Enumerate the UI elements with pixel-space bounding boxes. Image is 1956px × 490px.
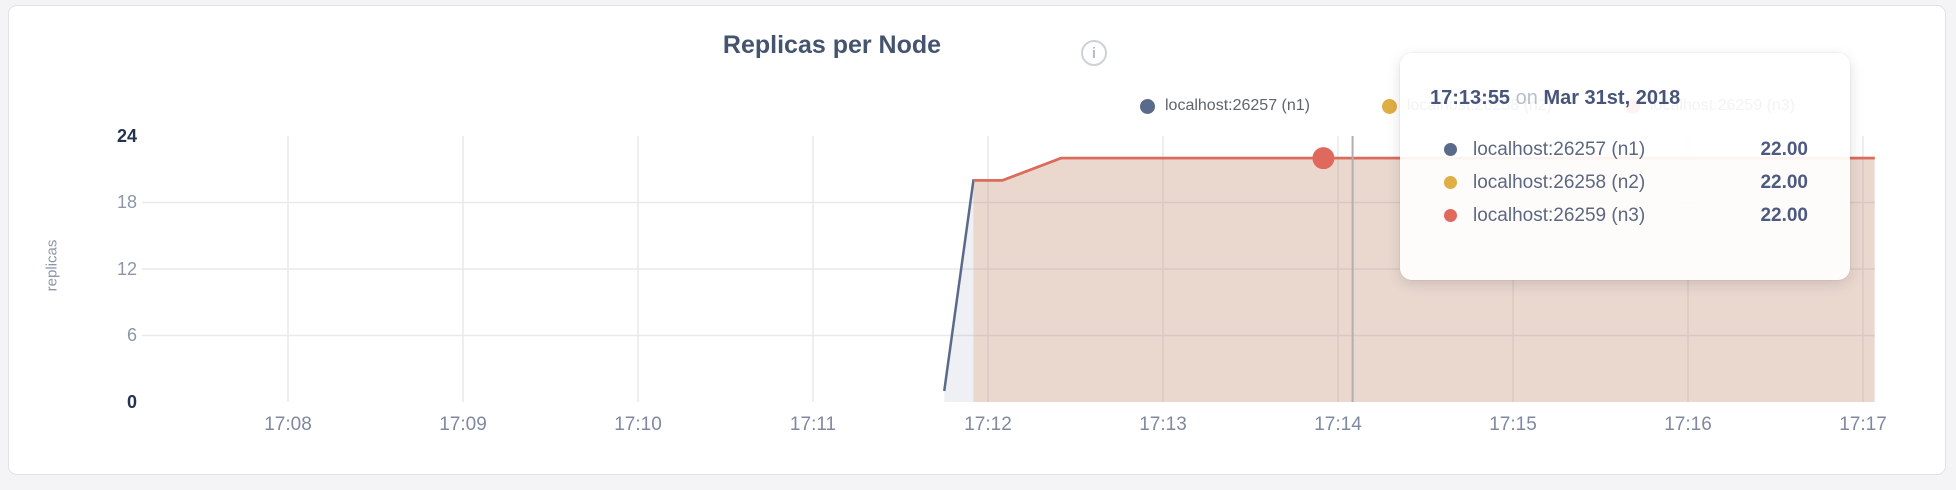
- x-tick-1711: 17:11: [789, 414, 837, 435]
- tooltip-time: 17:13:55: [1430, 87, 1511, 109]
- tooltip-date: Mar 31st, 2018: [1543, 87, 1681, 109]
- tooltip-header: 17:13:55 on Mar 31st, 2018: [1430, 87, 1680, 110]
- tooltip-series-name: localhost:26259 (n3): [1473, 205, 1646, 226]
- y-tick-6: 6: [126, 325, 137, 345]
- x-tick-1713: 17:13: [1139, 414, 1187, 435]
- legend-dot-n1-icon: [1140, 98, 1155, 114]
- y-tick-0: 0: [126, 392, 137, 412]
- legend-dot-n2-icon: [1382, 98, 1397, 114]
- tooltip-dot-n1-icon: [1444, 143, 1457, 156]
- tooltip-series-name: localhost:26258 (n2): [1473, 172, 1646, 193]
- tooltip-series-value: 22.00: [1760, 205, 1808, 226]
- x-tick-1708: 17:08: [264, 414, 312, 435]
- tooltip-series-value: 22.00: [1760, 172, 1808, 193]
- tooltip-row-n2: localhost:26258 (n2) 22.00: [1400, 172, 1850, 194]
- x-tick-1716: 17:16: [1664, 414, 1712, 435]
- tooltip-dot-n3-icon: [1444, 209, 1457, 222]
- y-tick-24: 24: [116, 126, 137, 146]
- y-tick-18: 18: [116, 192, 137, 212]
- x-tick-1709: 17:09: [439, 414, 487, 435]
- x-tick-1715: 17:15: [1489, 414, 1537, 435]
- x-tick-1710: 17:10: [614, 414, 662, 435]
- legend-label-n1: localhost:26257 (n1): [1165, 97, 1310, 114]
- x-tick-1717: 17:17: [1839, 414, 1887, 435]
- chart-title: Replicas per Node: [722, 31, 942, 59]
- info-icon[interactable]: i: [1081, 40, 1107, 66]
- tooltip-dot-n2-icon: [1444, 176, 1457, 189]
- tooltip-series-value: 22.00: [1760, 139, 1808, 160]
- tooltip-series-name: localhost:26257 (n1): [1473, 139, 1646, 160]
- tooltip-row-n3: localhost:26259 (n3) 22.00: [1400, 205, 1850, 227]
- x-tick-1712: 17:12: [964, 414, 1012, 435]
- x-tick-1714: 17:14: [1314, 414, 1362, 435]
- tooltip-row-n1: localhost:26257 (n1) 22.00: [1400, 139, 1850, 161]
- legend-item-n1[interactable]: localhost:26257 (n1): [1140, 96, 1310, 116]
- hover-tooltip: 17:13:55 on Mar 31st, 2018 localhost:262…: [1400, 53, 1850, 280]
- tooltip-connector: on: [1515, 87, 1538, 109]
- y-tick-12: 12: [116, 259, 137, 279]
